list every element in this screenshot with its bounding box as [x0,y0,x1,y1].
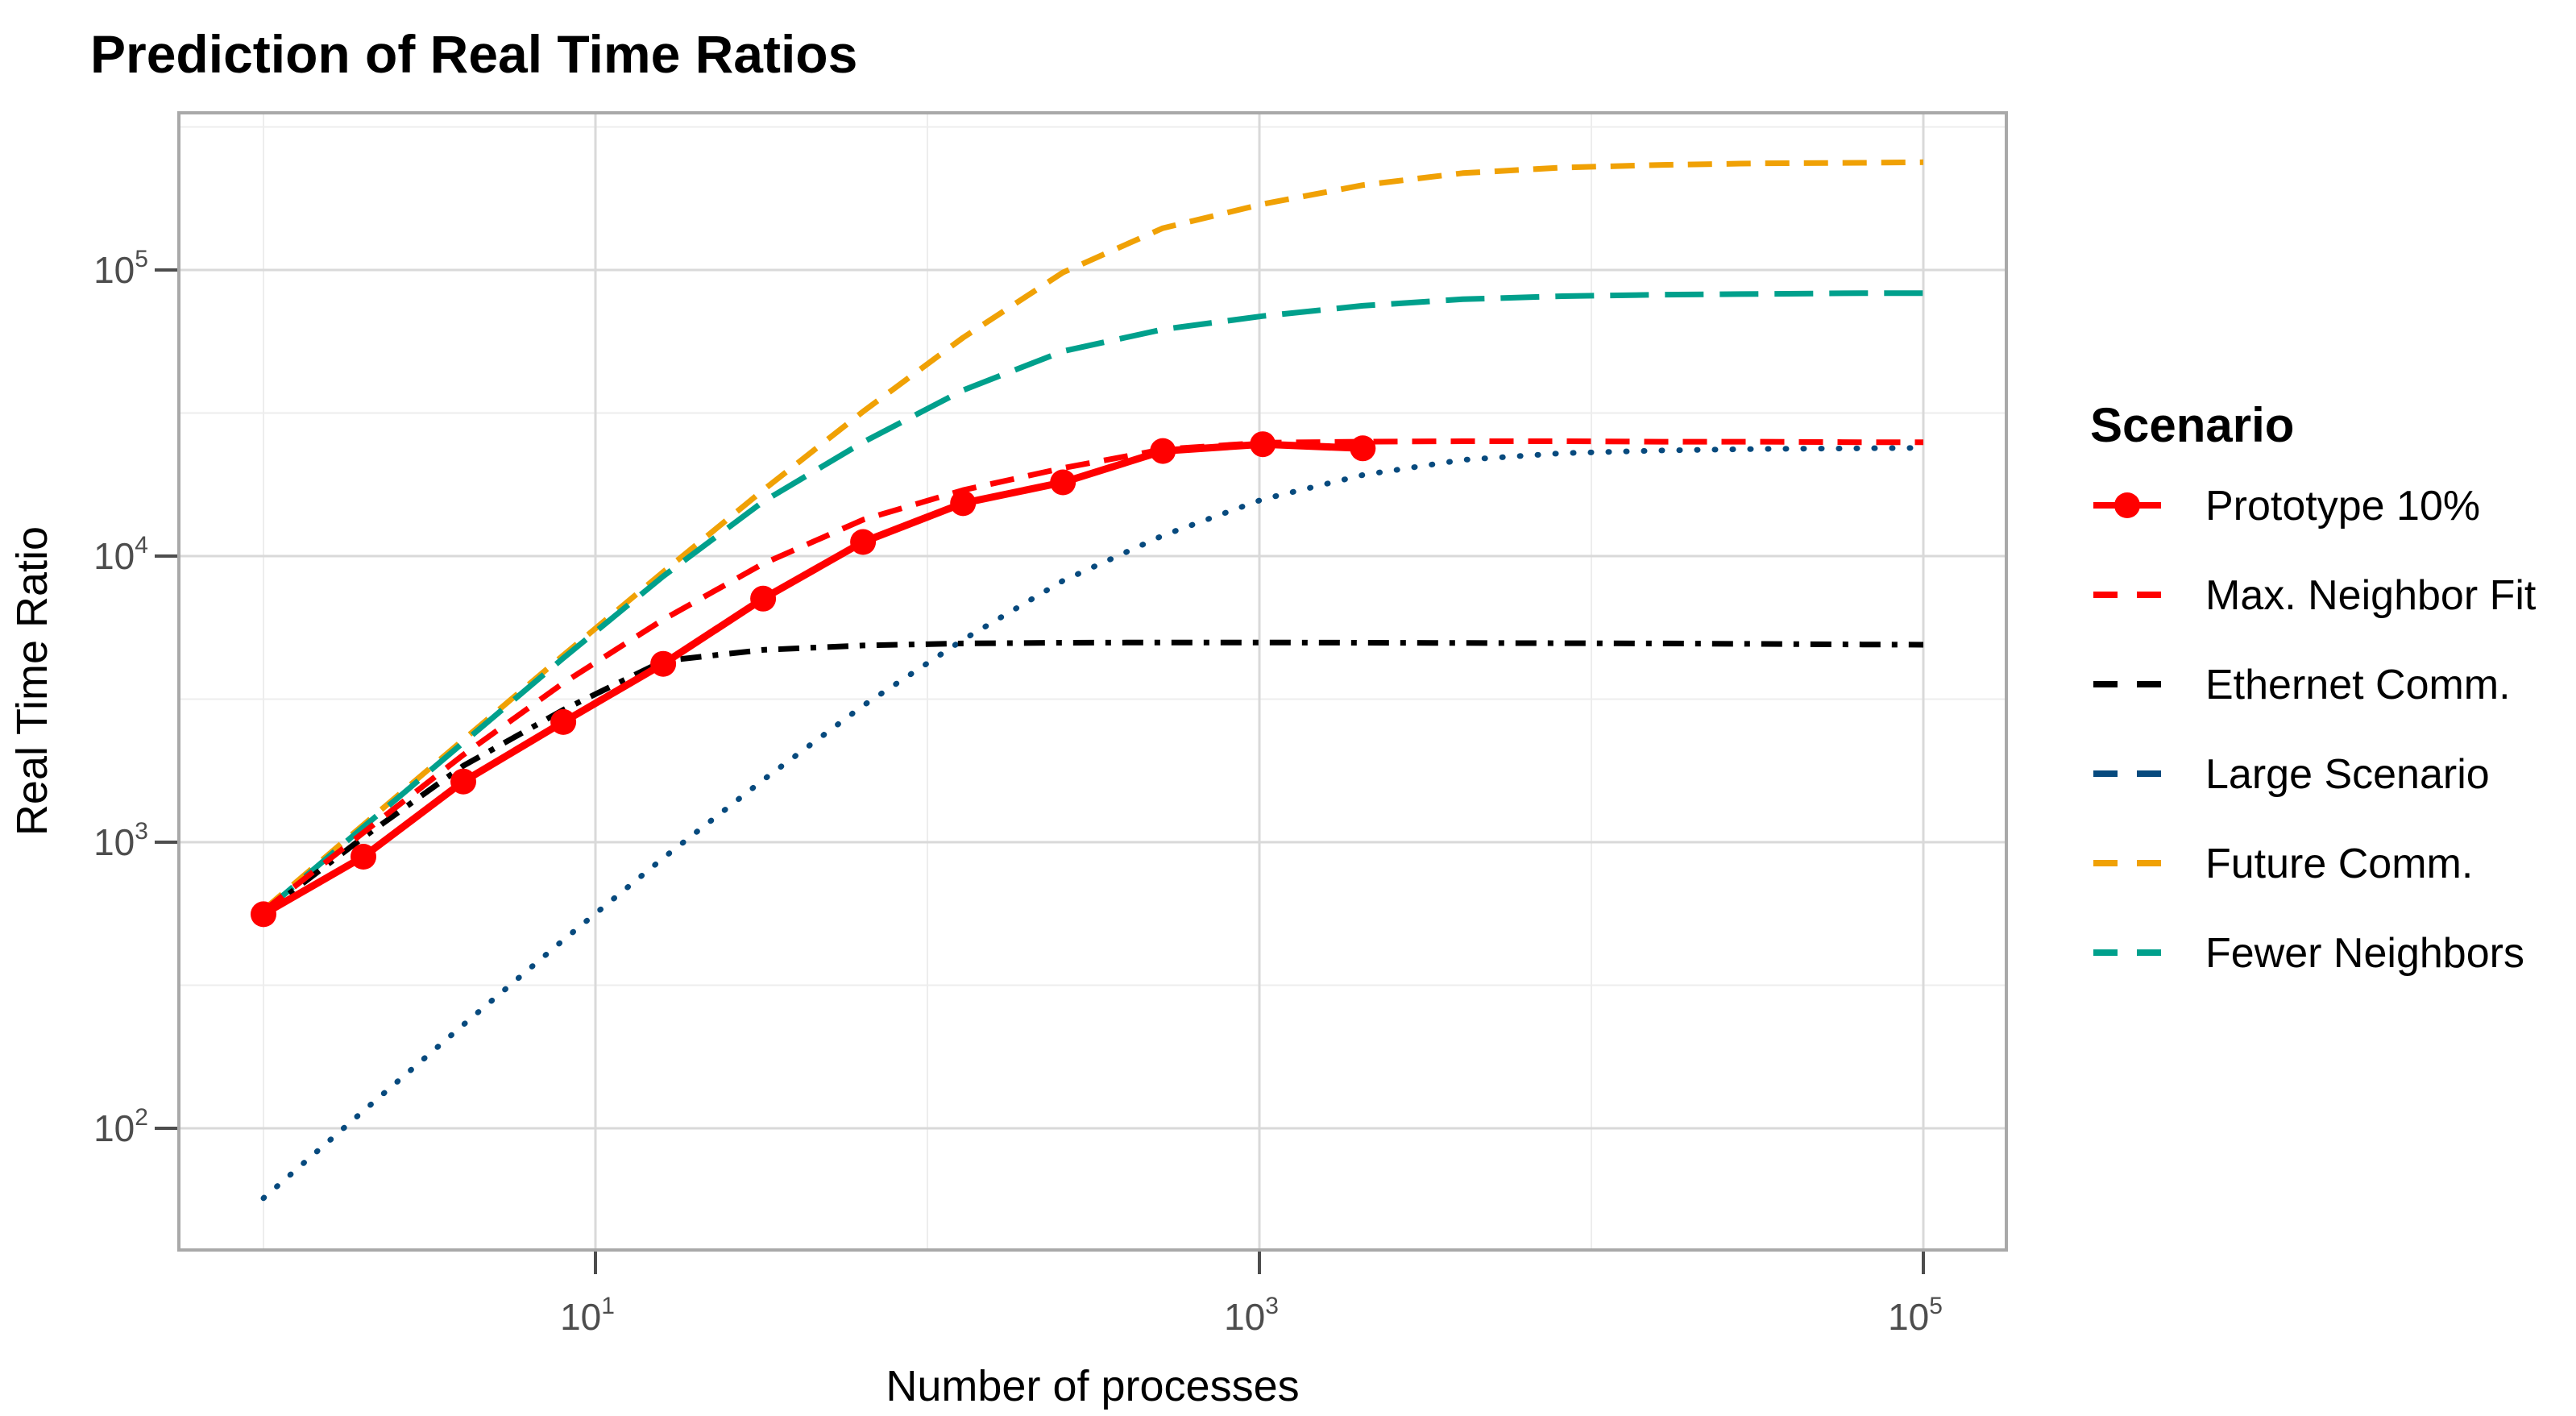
axis-tick-marks [155,268,1925,1274]
legend-item-label: Fewer Neighbors [2205,930,2524,977]
data-point-marker [450,768,476,795]
data-point-marker [750,585,777,612]
y-tick-label: 104 [93,532,148,577]
x-tick-label: 105 [1888,1293,1943,1338]
data-point-marker [1150,438,1176,464]
legend-item-label: Max. Neighbor Fit [2205,572,2537,619]
y-tick-label: 102 [93,1104,148,1149]
legend-item-large-scenario: Large Scenario [2093,751,2490,798]
data-point-marker [850,529,877,555]
legend-key-marker [2114,492,2140,518]
data-point-marker [550,708,577,735]
data-point-marker [351,844,376,870]
y-tick-label: 103 [93,818,148,863]
legend-title: Scenario [2090,398,2294,452]
series-line-fewer-neighbors [261,290,1923,915]
legend-item-label: Future Comm. [2205,841,2473,887]
grid-major-lines [179,113,2006,1250]
legend-item-label: Large Scenario [2205,751,2490,798]
series-line-large-scenario [260,445,1927,1202]
panel-border [177,111,2008,1252]
legend-items: Prototype 10% Max. Neighbor Fit Ethernet C… [2093,483,2537,977]
grid-minor-lines [179,113,2006,1250]
y-tick-label: 105 [93,246,148,291]
series-line-future-comm- [261,159,1924,912]
legend-item-max-neighbor-fit: Max. Neighbor Fit [2093,572,2537,619]
legend-item-ethernet-comm-: Ethernet Comm. [2093,662,2511,708]
data-point-marker [1050,469,1076,496]
plot-panel [179,113,2006,1250]
data-series-layer [251,159,1927,1202]
data-point-marker [1350,435,1376,462]
series-line-prototype-10- [261,440,1363,918]
legend: Scenario Prototype 10% Max. Neighbor Fit E… [2090,398,2537,977]
series-line-max-neighbor-fit [261,438,1923,914]
x-axis-title: Number of processes [886,1362,1299,1410]
x-tick-label: 103 [1224,1293,1279,1338]
legend-item-prototype-10-: Prototype 10% [2093,483,2480,529]
data-point-marker [251,901,276,928]
series-line-ethernet-comm- [261,639,1924,916]
y-axis-title: Real Time Ratio [8,526,56,836]
legend-item-fewer-neighbors: Fewer Neighbors [2093,930,2524,977]
data-point-marker [1250,431,1276,458]
legend-item-label: Prototype 10% [2205,483,2480,529]
legend-item-future-comm-: Future Comm. [2093,841,2473,887]
data-point-marker [950,490,977,517]
data-point-marker [650,650,677,677]
legend-item-label: Ethernet Comm. [2205,662,2511,708]
x-tick-label: 101 [560,1293,615,1338]
chart-title: Prediction of Real Time Ratios [90,24,857,84]
